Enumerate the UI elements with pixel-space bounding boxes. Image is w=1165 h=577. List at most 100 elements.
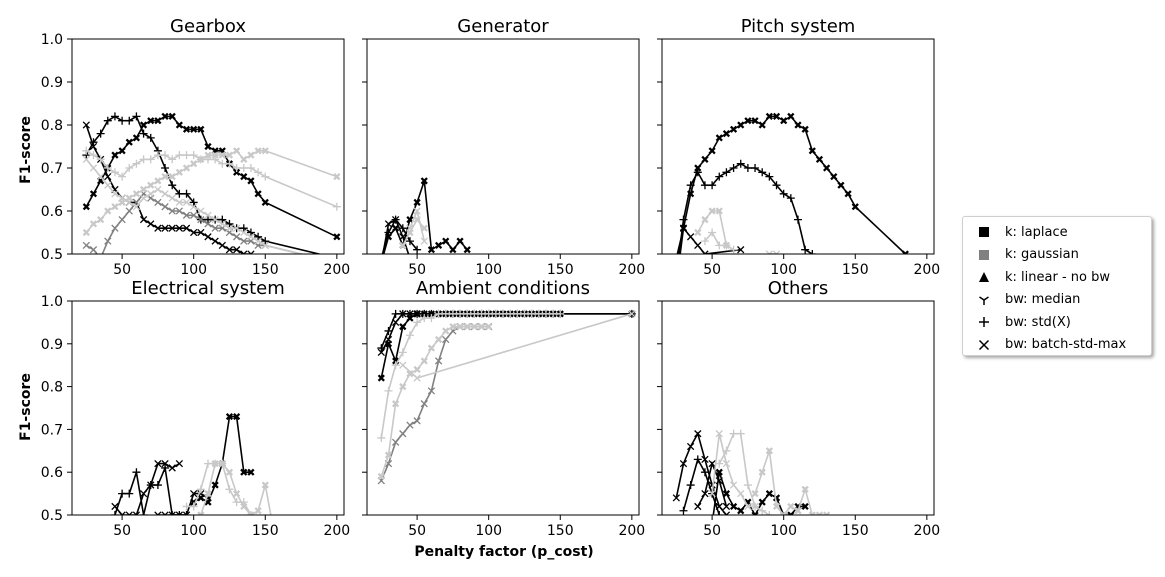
data-point (233, 412, 241, 421)
data-point (247, 177, 255, 185)
data-point (111, 224, 119, 232)
y-tick-label: 0.9 (41, 337, 63, 353)
data-point (399, 233, 407, 241)
data-point (247, 468, 255, 476)
data-point (377, 472, 385, 481)
series-line (380, 312, 632, 349)
data-point (399, 310, 407, 318)
data-point (118, 511, 126, 515)
data-point (218, 151, 226, 159)
data-point (442, 237, 450, 245)
data-point (240, 468, 248, 476)
data-point (239, 224, 248, 233)
data-point (154, 511, 162, 515)
data-point (125, 138, 133, 146)
data-point (729, 429, 738, 438)
data-point (686, 442, 695, 451)
data-point (247, 151, 255, 159)
series-line (381, 218, 418, 254)
subplot-3: Electrical system 50 100 150 200 0.5 0.6 0.7 0.8… (41, 278, 350, 539)
data-point (261, 147, 269, 155)
series-line (676, 226, 741, 254)
data-point (715, 468, 723, 476)
legend-label: bw: batch-std-max (1005, 337, 1127, 353)
data-point (405, 237, 414, 246)
data-point (736, 159, 745, 168)
x-tick-label: 50 (703, 523, 721, 539)
data-point (154, 117, 162, 125)
data-point (139, 155, 148, 164)
data-point (815, 155, 824, 163)
data-point (125, 489, 134, 498)
series-line (114, 462, 180, 515)
data-point (255, 255, 261, 261)
data-point (378, 259, 384, 265)
data-point (434, 309, 443, 318)
data-point (398, 348, 407, 357)
data-point (765, 447, 773, 455)
data-point (190, 211, 198, 219)
series-line (675, 431, 728, 515)
data-point (225, 159, 234, 168)
data-point (801, 245, 810, 254)
axes-frame (661, 38, 935, 255)
data-point (758, 506, 767, 515)
square-icon (963, 249, 1005, 261)
data-point (442, 335, 450, 344)
data-point (96, 129, 105, 138)
x-tick-label: 150 (547, 523, 574, 539)
data-point (844, 190, 852, 198)
legend-label: bw: median (1005, 292, 1081, 308)
data-point (708, 489, 716, 498)
data-point (240, 173, 248, 181)
data-point (89, 246, 98, 254)
data-point (715, 511, 724, 515)
y-axis-label-bottom: F1-score (18, 373, 34, 441)
data-point (153, 481, 162, 490)
y-tick-label: 1.0 (41, 32, 63, 48)
data-point (168, 155, 177, 164)
data-point (456, 237, 464, 245)
series-line (380, 312, 418, 353)
data-point (89, 190, 98, 198)
data-point (751, 490, 759, 498)
legend: k: laplace k: gaussian k: linear - no bw… (962, 216, 1152, 356)
data-point (823, 511, 831, 515)
data-point (384, 326, 393, 335)
data-point (420, 314, 429, 323)
plus-icon (963, 316, 1005, 328)
data-point (168, 112, 176, 120)
data-point (111, 502, 119, 511)
data-point (225, 219, 234, 228)
data-point (168, 181, 177, 190)
series-line (678, 162, 813, 254)
data-point (89, 220, 98, 228)
data-point (161, 112, 169, 120)
data-point (218, 215, 227, 224)
data-point (808, 147, 816, 155)
data-point (175, 151, 184, 160)
data-point (240, 250, 248, 254)
data-point (332, 202, 341, 211)
data-point (694, 241, 702, 250)
data-point (204, 459, 212, 468)
data-point (377, 433, 386, 442)
data-point (477, 323, 486, 331)
data-point (182, 189, 191, 198)
data-point (463, 309, 472, 318)
data-point (708, 459, 716, 468)
subplot-title: Others (768, 278, 829, 299)
data-point (211, 215, 219, 224)
x-tick-label: 100 (475, 523, 502, 539)
x-tick-label: 200 (913, 262, 940, 278)
data-point (110, 112, 119, 121)
data-point (758, 468, 766, 476)
data-point (420, 177, 428, 185)
series-group (672, 429, 831, 515)
subplot-title: Electrical system (131, 278, 285, 299)
data-point (190, 228, 198, 237)
data-point (146, 133, 155, 142)
data-point (261, 198, 269, 206)
data-point (161, 173, 169, 181)
data-point (830, 173, 838, 181)
